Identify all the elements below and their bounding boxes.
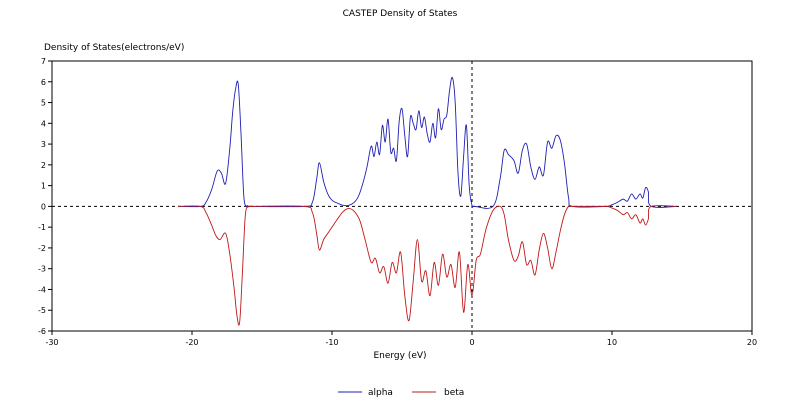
legend-beta-label: beta [444, 388, 464, 398]
series-beta-line [177, 205, 677, 326]
y-tick-label: -3 [38, 265, 46, 274]
legend: alpha beta [338, 388, 464, 398]
y-tick-label: -5 [38, 306, 46, 315]
y-tick-label: -6 [38, 327, 46, 336]
plot-frame [51, 60, 753, 332]
y-tick-label: 1 [41, 182, 46, 191]
y-tick-label: -4 [38, 285, 46, 294]
x-tick-label: -20 [185, 338, 198, 347]
y-tick-label: 5 [41, 99, 46, 108]
y-tick-label: 0 [41, 202, 46, 211]
y-tick-label: -2 [38, 244, 46, 253]
y-tick-label: 3 [41, 140, 46, 149]
x-axis-label: Energy (eV) [373, 351, 426, 361]
legend-alpha-label: alpha [368, 388, 393, 398]
x-tick-label: 10 [607, 338, 617, 347]
y-tick-label: 7 [41, 57, 46, 66]
y-tick-label: 2 [41, 161, 46, 170]
series-alpha-line [177, 76, 677, 209]
x-tick-label: -10 [325, 338, 338, 347]
y-tick-label: -1 [38, 223, 46, 232]
y-tick-label: 6 [41, 78, 46, 87]
y-axis-label: Density of States(electrons/eV) [44, 43, 184, 53]
y-tick-label: 4 [41, 119, 46, 128]
chart-title: CASTEP Density of States [343, 9, 458, 19]
x-tick-label: 0 [469, 338, 474, 347]
x-tick-label: 20 [747, 338, 757, 347]
x-tick-label: -30 [45, 338, 58, 347]
